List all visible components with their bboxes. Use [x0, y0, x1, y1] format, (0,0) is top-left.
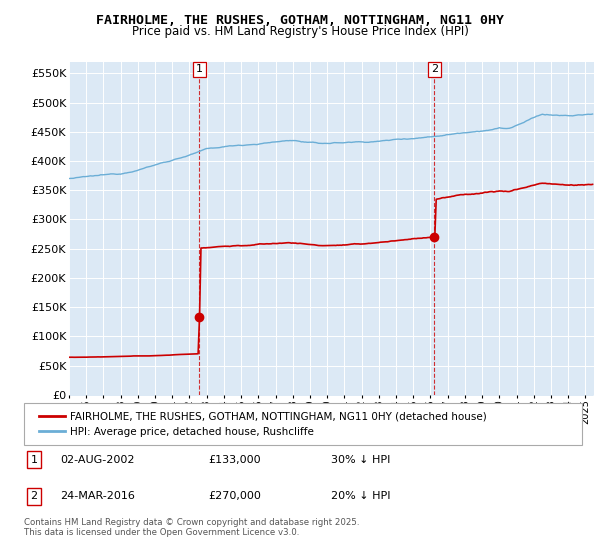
Text: £270,000: £270,000 — [208, 491, 261, 501]
Text: 02-AUG-2002: 02-AUG-2002 — [60, 455, 135, 465]
Text: Contains HM Land Registry data © Crown copyright and database right 2025.
This d: Contains HM Land Registry data © Crown c… — [24, 518, 359, 538]
Text: 30% ↓ HPI: 30% ↓ HPI — [331, 455, 390, 465]
Text: 1: 1 — [196, 64, 203, 74]
Text: 20% ↓ HPI: 20% ↓ HPI — [331, 491, 391, 501]
Text: £133,000: £133,000 — [208, 455, 261, 465]
Text: 2: 2 — [431, 64, 438, 74]
Text: 1: 1 — [31, 455, 38, 465]
Text: FAIRHOLME, THE RUSHES, GOTHAM, NOTTINGHAM, NG11 0HY: FAIRHOLME, THE RUSHES, GOTHAM, NOTTINGHA… — [96, 14, 504, 27]
Legend: FAIRHOLME, THE RUSHES, GOTHAM, NOTTINGHAM, NG11 0HY (detached house), HPI: Avera: FAIRHOLME, THE RUSHES, GOTHAM, NOTTINGHA… — [35, 408, 491, 441]
Text: Price paid vs. HM Land Registry's House Price Index (HPI): Price paid vs. HM Land Registry's House … — [131, 25, 469, 38]
Text: 24-MAR-2016: 24-MAR-2016 — [60, 491, 135, 501]
Text: 2: 2 — [31, 491, 38, 501]
